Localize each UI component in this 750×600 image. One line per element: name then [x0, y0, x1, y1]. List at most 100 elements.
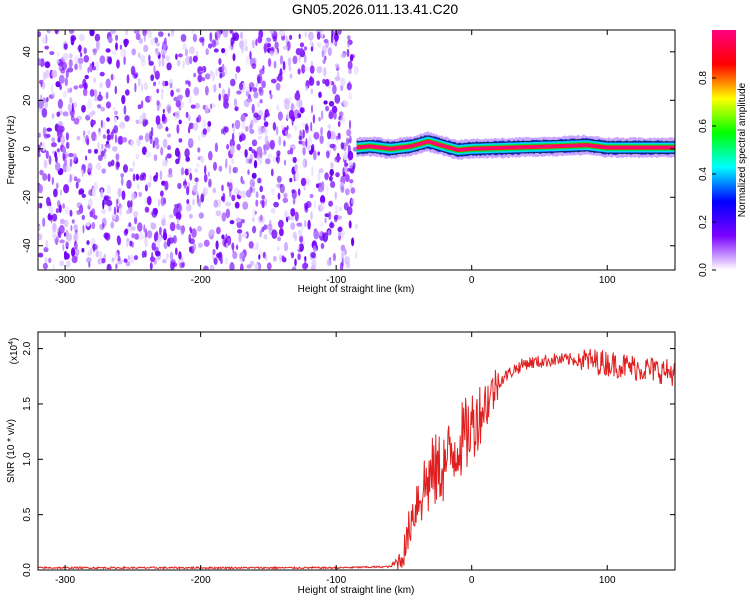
noise-speckle	[89, 247, 93, 256]
noise-speckle	[79, 204, 84, 214]
colorbar: 0.0 0.2 0.4 0.6 0.8 Normalized spectral ampl…	[698, 30, 748, 277]
noise-speckle	[282, 197, 289, 203]
noise-speckle	[178, 138, 183, 143]
noise-speckle	[249, 128, 255, 135]
noise-speckle	[192, 33, 197, 43]
noise-speckle	[263, 121, 269, 127]
noise-speckle	[312, 245, 317, 253]
y-tick-label: 20	[22, 94, 33, 106]
noise-speckle	[328, 200, 333, 207]
noise-speckle	[274, 41, 279, 50]
noise-speckle	[138, 52, 141, 59]
noise-speckle	[95, 250, 100, 258]
noise-speckle	[103, 195, 110, 201]
noise-speckle	[321, 50, 325, 58]
noise-speckle	[225, 158, 228, 168]
noise-speckle	[92, 188, 96, 197]
noise-speckle	[188, 126, 191, 134]
noise-speckle	[166, 153, 172, 159]
noise-speckle	[128, 222, 132, 228]
noise-speckle	[263, 43, 268, 53]
noise-speckle	[67, 88, 70, 94]
noise-speckle	[117, 135, 124, 145]
noise-speckle	[279, 228, 284, 237]
noise-speckle	[251, 149, 256, 154]
noise-speckle	[309, 65, 315, 74]
snr-x-label: Height of straight line (km)	[298, 585, 415, 596]
noise-speckle	[86, 222, 91, 227]
noise-speckle	[119, 121, 126, 129]
noise-speckle	[205, 48, 209, 56]
noise-speckle	[163, 228, 167, 238]
noise-speckle	[48, 257, 52, 264]
noise-speckle	[143, 82, 149, 91]
noise-speckle	[166, 238, 171, 247]
noise-speckle	[215, 240, 219, 250]
noise-speckle	[330, 161, 334, 169]
noise-speckle	[353, 65, 359, 75]
noise-speckle	[277, 192, 281, 200]
noise-speckle	[105, 101, 112, 109]
noise-speckle	[340, 244, 346, 252]
noise-speckle	[251, 63, 257, 69]
noise-speckle	[68, 53, 73, 59]
noise-speckle	[45, 97, 49, 103]
noise-speckle	[76, 178, 81, 183]
colorbar-tick-label: 0.8	[698, 71, 709, 85]
noise-speckle	[78, 44, 82, 53]
noise-speckle	[212, 83, 218, 93]
noise-speckle	[198, 135, 201, 142]
noise-speckle	[176, 124, 180, 134]
noise-speckle	[50, 83, 54, 93]
noise-speckle	[168, 168, 173, 175]
noise-speckle	[329, 175, 333, 182]
noise-speckle	[299, 42, 305, 48]
noise-speckle	[312, 114, 316, 124]
noise-speckle	[185, 156, 190, 162]
noise-speckle	[116, 59, 120, 69]
noise-speckle	[277, 246, 280, 251]
noise-speckle	[263, 234, 268, 240]
noise-speckle	[49, 51, 55, 56]
noise-speckle	[57, 98, 64, 109]
noise-speckle	[69, 173, 72, 183]
noise-speckle	[203, 239, 210, 247]
noise-speckle	[188, 233, 192, 244]
noise-speckle	[67, 103, 72, 112]
noise-speckle	[180, 34, 187, 42]
y-tick-label: 1.0	[22, 452, 33, 466]
x-tick-label: -300	[55, 275, 75, 286]
noise-speckle	[204, 73, 211, 80]
noise-speckle	[145, 150, 151, 158]
noise-speckle	[107, 161, 113, 168]
noise-speckle	[204, 187, 209, 195]
noise-speckle	[329, 222, 335, 229]
y-tick-label: 0.0	[22, 563, 33, 577]
noise-speckle	[252, 246, 257, 251]
noise-speckle	[257, 76, 261, 84]
noise-speckle	[119, 207, 122, 216]
noise-speckle	[207, 171, 210, 177]
noise-speckle	[220, 257, 223, 265]
noise-speckle	[120, 48, 127, 58]
noise-speckle	[334, 76, 341, 82]
noise-speckle	[156, 100, 160, 106]
noise-speckle	[323, 66, 327, 77]
noise-speckle	[38, 31, 41, 38]
noise-speckle	[193, 72, 197, 78]
noise-speckle	[52, 263, 55, 270]
noise-speckle	[255, 38, 258, 47]
noise-speckle	[51, 113, 55, 119]
noise-speckle	[198, 67, 204, 72]
noise-speckle	[151, 242, 156, 251]
noise-speckle	[347, 60, 353, 70]
noise-speckle	[222, 30, 229, 38]
noise-speckle	[167, 133, 172, 138]
noise-speckle	[143, 224, 146, 233]
noise-speckle	[143, 32, 146, 42]
noise-speckle	[182, 60, 185, 70]
noise-speckle	[300, 225, 304, 231]
noise-speckle	[149, 262, 153, 270]
noise-speckle	[53, 188, 58, 198]
noise-speckle	[340, 77, 346, 87]
